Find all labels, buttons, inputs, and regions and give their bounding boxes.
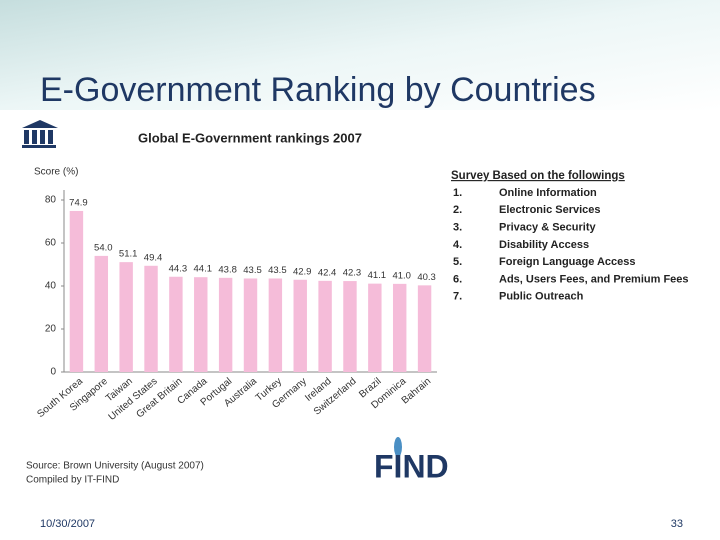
bar: [94, 255, 109, 372]
y-tick-label: 0: [50, 367, 56, 378]
y-axis-label: Score (%): [34, 167, 78, 178]
bar: [318, 280, 332, 372]
survey-number: 7.: [453, 291, 462, 303]
survey-item: Foreign Language Access: [499, 256, 636, 268]
survey-number: 3.: [453, 222, 462, 234]
value-label: 43.5: [268, 265, 287, 276]
survey-item: Ads, Users Fees, and Premium Fees: [499, 273, 689, 285]
source-line: Compiled by IT-FIND: [26, 475, 119, 486]
bar: [69, 210, 84, 372]
y-tick-label: 40: [45, 281, 57, 292]
survey-heading: Survey Based on the followings: [451, 170, 625, 182]
bar: [343, 281, 357, 372]
logo: FIND: [374, 437, 449, 484]
survey-item: Disability Access: [499, 239, 589, 251]
value-label: 74.9: [69, 197, 88, 208]
bar: [243, 278, 258, 372]
y-tick-label: 60: [45, 238, 57, 249]
logo-text: FIND: [374, 448, 449, 484]
value-label: 44.1: [194, 264, 213, 275]
slide-title: E-Government Ranking by Countries: [40, 71, 596, 109]
survey-number: 6.: [453, 273, 462, 285]
bar: [268, 278, 283, 372]
source-line: Source: Brown University (August 2007): [26, 461, 204, 472]
header-band: [0, 0, 720, 110]
bar: [293, 279, 307, 372]
survey-item: Privacy & Security: [499, 222, 596, 234]
page-number: 33: [671, 518, 683, 530]
bar: [144, 265, 158, 372]
value-label: 40.3: [417, 272, 436, 283]
value-label: 54.0: [94, 242, 113, 253]
y-tick-label: 80: [45, 195, 57, 206]
bar: [417, 285, 432, 372]
survey-item: Public Outreach: [499, 291, 584, 303]
bar: [218, 277, 233, 372]
survey-item: Online Information: [499, 187, 597, 199]
y-tick-label: 20: [45, 324, 57, 335]
value-label: 49.4: [144, 252, 163, 263]
bar: [368, 283, 382, 372]
survey-number: 2.: [453, 204, 462, 216]
chart-title: Global E-Government rankings 2007: [138, 130, 362, 145]
value-label: 42.3: [343, 268, 362, 279]
value-label: 42.9: [293, 266, 312, 277]
value-label: 44.3: [169, 263, 188, 274]
bar: [119, 262, 133, 372]
bar: [392, 283, 407, 372]
value-label: 42.4: [318, 267, 337, 278]
survey-number: 5.: [453, 256, 462, 268]
value-label: 43.8: [218, 264, 237, 275]
survey-number: 4.: [453, 239, 462, 251]
value-label: 43.5: [243, 265, 262, 276]
value-label: 41.0: [392, 270, 411, 281]
survey-list: Survey Based on the followings 1. Online …: [451, 170, 689, 303]
bar: [194, 277, 208, 372]
institution-icon: [22, 120, 58, 148]
bar: [169, 276, 183, 372]
survey-item: Electronic Services: [499, 204, 601, 216]
survey-number: 1.: [453, 187, 462, 199]
slide-date: 10/30/2007: [40, 518, 95, 530]
value-label: 41.1: [368, 270, 387, 281]
value-label: 51.1: [119, 249, 138, 260]
